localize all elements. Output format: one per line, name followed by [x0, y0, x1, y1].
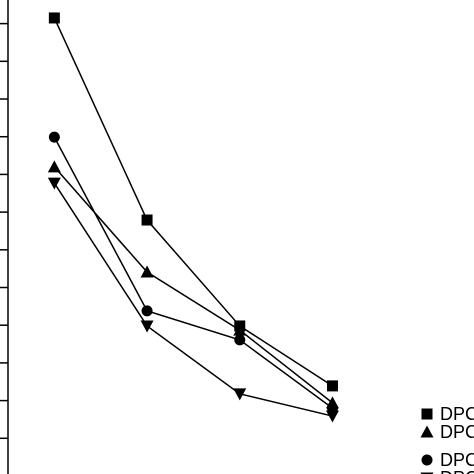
data-point [141, 305, 153, 317]
data-point [47, 160, 61, 173]
legend-marker [421, 408, 433, 420]
data-point [325, 410, 339, 423]
data-point [140, 265, 154, 278]
legend-marker [420, 425, 434, 438]
data-point [326, 380, 338, 392]
data-point [233, 323, 247, 336]
data-point [141, 214, 153, 226]
series-line [53, 166, 333, 404]
legend-label: DPC [440, 450, 474, 470]
legend-marker [421, 454, 433, 466]
series-line [53, 182, 333, 417]
data-point [48, 131, 60, 143]
legend-label: DPC [440, 468, 474, 474]
series-line [53, 136, 333, 409]
data-point [140, 320, 154, 333]
data-point [47, 177, 61, 190]
data-point [233, 388, 247, 401]
legend-label: DPC [440, 404, 474, 424]
legend-label: DPC [440, 422, 474, 442]
data-point [234, 334, 246, 346]
series-line [53, 17, 333, 387]
data-point [48, 12, 60, 24]
